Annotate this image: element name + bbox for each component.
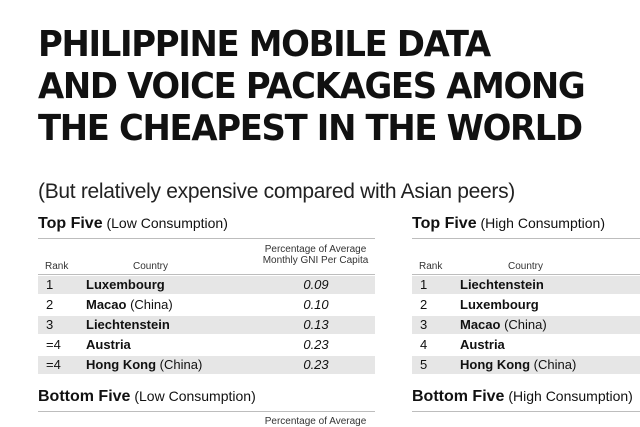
infographic-subtitle: (But relatively expensive compared with … [38,180,515,203]
row-country: Liechtenstein [86,317,170,332]
table-row: 1 Liechtenstein [412,276,640,294]
right-top-col-country: Country [508,261,544,272]
row-rank: 2 [420,297,428,312]
right-bottom-rule [412,411,640,412]
row-rank: 5 [420,357,428,372]
table-row: =4 Hong Kong (China) 0.23 [38,356,375,374]
right-top-heading-main: Top Five [412,215,477,232]
row-rank: 3 [420,317,428,332]
table-row: 5 Hong Kong (China) [412,356,640,374]
left-top-col-pct: Percentage of Average Monthly GNI Per Ca… [258,244,373,266]
left-top-col-country: Country [133,261,169,272]
row-country: Luxembourg [460,297,539,312]
left-top-header-rule [38,274,375,275]
right-bottom-heading-main: Bottom Five [412,388,505,405]
right-top-heading: Top Five (High Consumption) [412,215,605,233]
row-country: Hong Kong (China) [460,357,577,372]
row-rank: 4 [420,337,428,352]
left-bottom-col-pct: Percentage of Average [264,416,367,427]
left-top-heading-note: (Low Consumption) [106,215,228,231]
title-line-3: THE CHEAPEST IN THE WORLD [38,108,583,149]
row-pct: 0.23 [303,357,329,372]
left-top-col-pct-line2: Monthly GNI Per Capita [262,255,369,266]
table-row: =4 Austria 0.23 [38,336,375,354]
left-top-heading: Top Five (Low Consumption) [38,215,228,233]
title-line-1: PHILIPPINE MOBILE DATA [38,24,491,65]
right-bottom-heading-note: (High Consumption) [508,388,633,404]
row-country: Austria [460,337,505,352]
row-country: Macao (China) [460,317,547,332]
right-top-rule [412,238,640,239]
table-row: 3 Macao (China) [412,316,640,334]
row-country: Austria [86,337,131,352]
row-rank: =4 [46,357,61,372]
row-rank: 1 [46,277,54,292]
row-rank: =4 [46,337,61,352]
infographic-title: PHILIPPINE MOBILE DATA AND VOICE PACKAGE… [38,24,602,150]
left-bottom-heading-note: (Low Consumption) [134,388,256,404]
row-country: Luxembourg [86,277,165,292]
right-top-col-rank: Rank [419,261,443,272]
left-bottom-heading-main: Bottom Five [38,388,131,405]
right-top-header-rule [412,274,640,275]
row-pct: 0.09 [303,277,329,292]
left-top-heading-main: Top Five [38,215,103,232]
right-top-heading-note: (High Consumption) [480,215,605,231]
right-bottom-heading: Bottom Five (High Consumption) [412,388,633,406]
row-country: Hong Kong (China) [86,357,203,372]
row-rank: 2 [46,297,54,312]
row-country: Liechtenstein [460,277,544,292]
table-row: 4 Austria [412,336,640,354]
left-top-col-pct-line1: Percentage of Average [264,244,367,255]
row-country: Macao (China) [86,297,173,312]
table-row: 2 Luxembourg [412,296,640,314]
row-pct: 0.10 [303,297,329,312]
table-row: 1 Luxembourg 0.09 [38,276,375,294]
table-row: 3 Liechtenstein 0.13 [38,316,375,334]
left-top-col-rank: Rank [45,261,69,272]
left-top-rule [38,238,375,239]
row-pct: 0.13 [303,317,329,332]
row-pct: 0.23 [303,337,329,352]
title-line-2: AND VOICE PACKAGES AMONG [38,66,586,107]
left-bottom-heading: Bottom Five (Low Consumption) [38,388,256,406]
table-row: 2 Macao (China) 0.10 [38,296,375,314]
row-rank: 3 [46,317,54,332]
left-bottom-rule [38,411,375,412]
row-rank: 1 [420,277,428,292]
